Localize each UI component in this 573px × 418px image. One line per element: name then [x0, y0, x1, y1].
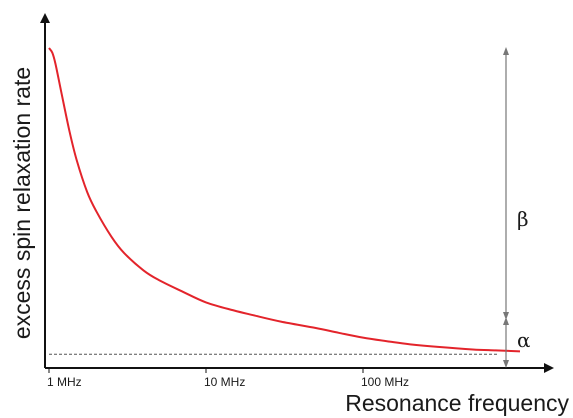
alpha-label: α: [517, 328, 531, 352]
x-axis-title: Resonance frequency: [345, 390, 569, 416]
x-tick-label: 100 MHz: [361, 375, 409, 389]
x-ticks: 1 MHz 10 MHz 100 MHz: [47, 368, 409, 389]
x-tick-label: 1 MHz: [47, 375, 82, 389]
beta-label: β: [517, 207, 529, 231]
series-0-line: [48, 47, 521, 353]
series-layer: [48, 47, 521, 353]
y-axis-title: excess spin relaxation rate: [9, 67, 35, 339]
x-tick-label: 10 MHz: [204, 375, 245, 389]
